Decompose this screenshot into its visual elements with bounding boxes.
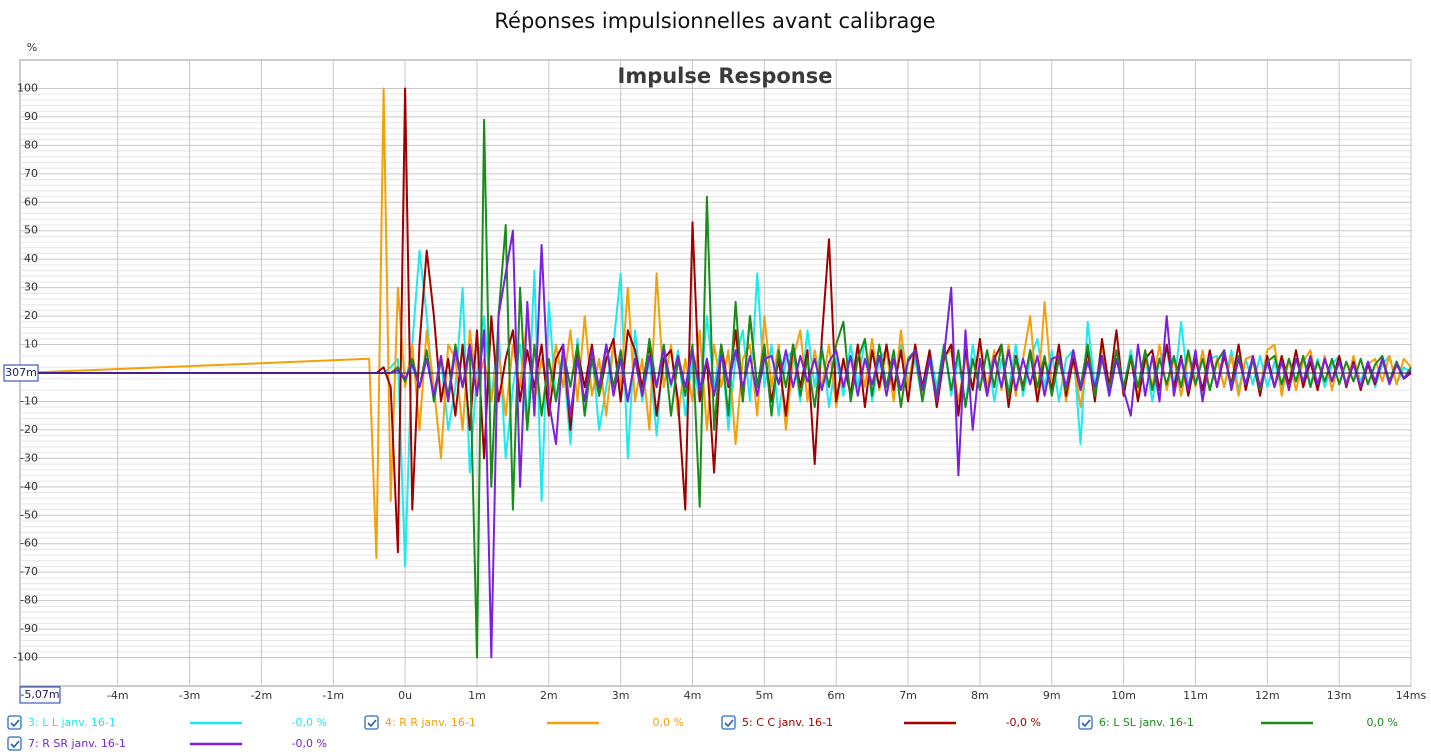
y-tick-label: -90 bbox=[20, 622, 38, 635]
chart-title: Réponses impulsionnelles avant calibrage bbox=[494, 9, 935, 33]
x-tick-label: -3m bbox=[179, 689, 201, 702]
legend-label: 6: L SL janv. 16-1 bbox=[1099, 716, 1194, 729]
x-tick-label: 10m bbox=[1111, 689, 1136, 702]
legend-check bbox=[10, 740, 20, 749]
legend-check bbox=[724, 719, 734, 728]
legend-checkbox[interactable] bbox=[1078, 715, 1093, 730]
legend-value: 0,0 % bbox=[1367, 716, 1398, 729]
axes: -100 -90 -80 -70 -60 -50 -40 -30 -20 -10 10 20 30 40 5… bbox=[3, 81, 1427, 704]
legend-entry[interactable]: 3: L L janv. 16-1 -0,0 % bbox=[7, 715, 327, 730]
legend-entry[interactable]: 7: R SR janv. 16-1 -0,0 % bbox=[7, 736, 327, 751]
x-tick-label: -4m bbox=[107, 689, 129, 702]
legend-label: 5: C C janv. 16-1 bbox=[742, 716, 833, 729]
x-tick-label: 6m bbox=[827, 689, 845, 702]
x-tick-label: -2m bbox=[251, 689, 273, 702]
x-tick-label: 11m bbox=[1183, 689, 1208, 702]
x-tick-label: 8m bbox=[971, 689, 989, 702]
legend: 3: L L janv. 16-1 -0,0 % 4: R R janv. 16-1… bbox=[7, 715, 1398, 751]
legend-value: -0,0 % bbox=[292, 716, 327, 729]
x-tick-label: 7m bbox=[899, 689, 917, 702]
legend-checkbox[interactable] bbox=[364, 715, 379, 730]
legend-checkbox[interactable] bbox=[7, 715, 22, 730]
y-tick-label: 100 bbox=[17, 81, 38, 94]
y-tick-label: -70 bbox=[20, 565, 38, 578]
x-cursor-label: -5,07m bbox=[20, 688, 59, 701]
y-tick-label: -10 bbox=[20, 394, 38, 407]
legend-entry[interactable]: 6: L SL janv. 16-1 0,0 % bbox=[1078, 715, 1398, 730]
legend-check bbox=[367, 719, 377, 728]
y-tick-label: 50 bbox=[24, 224, 38, 237]
y-tick-label: -30 bbox=[20, 451, 38, 464]
y-tick-label: 60 bbox=[24, 195, 38, 208]
y-tick-label: -20 bbox=[20, 423, 38, 436]
x-tick-label: 13m bbox=[1327, 689, 1352, 702]
legend-label: 7: R SR janv. 16-1 bbox=[28, 737, 126, 750]
legend-entry[interactable]: 5: C C janv. 16-1 -0,0 % bbox=[721, 715, 1041, 730]
x-tick-label: -1m bbox=[322, 689, 344, 702]
y-tick-label: 10 bbox=[24, 338, 38, 351]
legend-check bbox=[10, 719, 20, 728]
x-tick-label: 12m bbox=[1255, 689, 1280, 702]
legend-check bbox=[1081, 719, 1091, 728]
legend-value: -0,0 % bbox=[292, 737, 327, 750]
y-tick-label: -80 bbox=[20, 594, 38, 607]
y-tick-label: -100 bbox=[13, 651, 38, 664]
y-tick-label: 40 bbox=[24, 252, 38, 265]
series-line bbox=[20, 229, 1412, 659]
y-tick-label: 70 bbox=[24, 167, 38, 180]
y-tick-label: 30 bbox=[24, 281, 38, 294]
legend-label: 4: R R janv. 16-1 bbox=[385, 716, 476, 729]
x-tick-label: 3m bbox=[612, 689, 630, 702]
legend-checkbox[interactable] bbox=[721, 715, 736, 730]
x-tick-label: 4m bbox=[684, 689, 702, 702]
x-tick-label: 0u bbox=[398, 689, 412, 702]
x-tick-label: 14ms bbox=[1396, 689, 1427, 702]
legend-label: 3: L L janv. 16-1 bbox=[28, 716, 116, 729]
chart-subtitle: Impulse Response bbox=[618, 64, 833, 88]
y-tick-label: 90 bbox=[24, 110, 38, 123]
y-tick-label: 80 bbox=[24, 138, 38, 151]
legend-value: 0,0 % bbox=[653, 716, 684, 729]
legend-value: -0,0 % bbox=[1006, 716, 1041, 729]
y-tick-label: -60 bbox=[20, 537, 38, 550]
x-tick-label: 1m bbox=[468, 689, 486, 702]
x-cursor-box bbox=[19, 686, 61, 704]
y-tick-label: -40 bbox=[20, 480, 38, 493]
y-tick-label: -50 bbox=[20, 508, 38, 521]
y-unit: % bbox=[27, 41, 37, 54]
plot-lines bbox=[19, 87, 1412, 659]
y-cursor-label: 307m bbox=[5, 366, 37, 379]
y-tick-label: 20 bbox=[24, 309, 38, 322]
legend-checkbox[interactable] bbox=[7, 736, 22, 751]
x-tick-label: 2m bbox=[540, 689, 558, 702]
x-tick-label: 9m bbox=[1043, 689, 1061, 702]
y-cursor-box bbox=[3, 364, 39, 382]
x-tick-label: 5m bbox=[755, 689, 773, 702]
legend-entry[interactable]: 4: R R janv. 16-1 0,0 % bbox=[364, 715, 684, 730]
